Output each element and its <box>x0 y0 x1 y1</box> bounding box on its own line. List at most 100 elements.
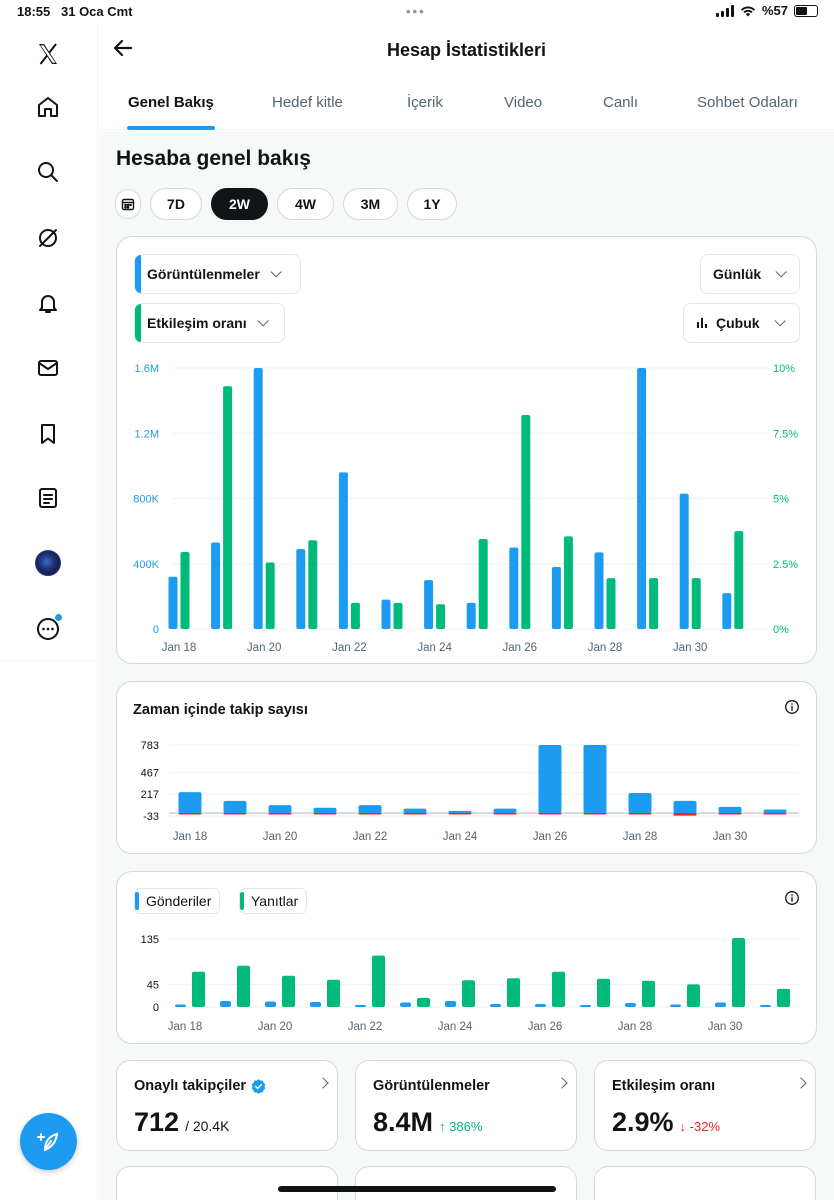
articles-icon[interactable] <box>30 480 66 516</box>
views-bar <box>211 542 221 629</box>
y-tick-label: 0 <box>153 1002 159 1014</box>
tab-live[interactable]: Canlı <box>603 94 639 111</box>
follower-loss-bar <box>358 813 382 815</box>
replies-bar <box>507 978 520 1007</box>
compose-post-button[interactable] <box>20 1113 77 1170</box>
metric2-dropdown[interactable]: Etkileşim oranı <box>134 303 285 343</box>
legend-replies[interactable]: Yanıtlar <box>239 888 308 914</box>
stat-card-verified-followers[interactable]: Onaylı takipçiler 712 / 20.4K <box>116 1060 338 1151</box>
engagement-bar <box>436 604 446 629</box>
legend-posts-label: Gönderiler <box>146 893 212 909</box>
follower-gain-bar <box>628 793 652 813</box>
views-bar <box>338 472 348 629</box>
replies-bar <box>642 980 655 1007</box>
tab-audience[interactable]: Hedef kitle <box>272 94 343 111</box>
views-bar <box>551 567 561 629</box>
interval-dropdown[interactable]: Günlük <box>700 254 800 294</box>
follower-loss-bar <box>178 813 202 815</box>
follower-gain-bar <box>358 805 382 813</box>
notifications-bell-icon[interactable] <box>30 285 66 321</box>
more-options-icon[interactable] <box>30 611 66 647</box>
follower-gain-bar <box>268 805 292 813</box>
period-4w-button[interactable]: 4W <box>277 188 334 220</box>
messages-envelope-icon[interactable] <box>30 350 66 386</box>
stat-value: 2.9% ↓ -32% <box>612 1107 720 1138</box>
y-tick-label: 45 <box>147 979 159 991</box>
battery-icon <box>794 4 818 17</box>
x-tick-label: Jan 20 <box>247 642 282 654</box>
y-tick-label: 467 <box>141 767 159 779</box>
y-left-tick-label: 1.2M <box>135 428 159 440</box>
follower-gain-bar <box>313 807 337 813</box>
follower-gain-bar <box>583 745 607 813</box>
tab-spaces[interactable]: Sohbet Odaları <box>697 94 798 111</box>
status-bar: 18:55 31 Oca Cmt ••• %57 <box>0 0 834 24</box>
legend-posts[interactable]: Gönderiler <box>134 888 221 914</box>
tab-content[interactable]: İçerik <box>407 94 443 111</box>
posts-replies-chart: 135 45 0 Jan 18 Jan 20 Jan 22 Jan 24 Jan 26 Jan … <box>141 934 799 1033</box>
views-bar <box>253 368 263 629</box>
period-3m-button[interactable]: 3M <box>343 188 398 220</box>
x-tick-label: Jan 30 <box>713 831 748 843</box>
follower-loss-bar <box>538 813 562 815</box>
back-arrow-icon[interactable] <box>109 34 137 62</box>
posts-bar <box>355 1004 366 1007</box>
home-icon[interactable] <box>30 89 66 125</box>
info-icon[interactable] <box>784 890 800 906</box>
stat-card-engagement-rate[interactable]: Etkileşim oranı 2.9% ↓ -32% <box>594 1060 816 1151</box>
stat-card-partial[interactable] <box>594 1166 816 1200</box>
period-2w-button[interactable]: 2W <box>211 188 268 220</box>
calendar-button[interactable] <box>115 189 141 219</box>
stat-label: Onaylı takipçiler <box>134 1078 266 1094</box>
engagement-bar <box>521 414 531 629</box>
engagement-bar <box>350 602 360 629</box>
engagement-bar <box>691 578 701 629</box>
sidebar <box>0 24 98 1200</box>
notification-dot <box>55 614 62 621</box>
views-bar <box>296 549 306 629</box>
section-title: Hesaba genel bakış <box>116 147 311 170</box>
page-title: Hesap İstatistikleri <box>386 40 547 60</box>
info-icon[interactable] <box>784 699 800 715</box>
period-1y-button[interactable]: 1Y <box>407 188 457 220</box>
stat-card-partial[interactable] <box>355 1166 577 1200</box>
stat-value-number: 8.4M <box>373 1107 434 1137</box>
y-left-tick-label: 1.6M <box>135 363 159 375</box>
stat-card-views[interactable]: Görüntülenmeler 8.4M ↑ 386% <box>355 1060 577 1151</box>
replies-bar <box>282 975 295 1007</box>
active-tab-indicator <box>127 126 215 130</box>
posts-bar <box>400 1002 411 1007</box>
stat-change: ↓ -32% <box>679 1119 721 1134</box>
followers-chart: 783 467 217 -33 Jan 18 Jan 20 Jan 22 Jan 24 Jan … <box>141 740 799 843</box>
battery-percent: %57 <box>761 3 788 18</box>
profile-avatar[interactable] <box>30 545 66 581</box>
engagement-bar <box>308 540 318 629</box>
x-tick-label: Jan 30 <box>708 1021 743 1033</box>
y-left-tick-label: 0 <box>153 624 159 636</box>
metric1-dropdown[interactable]: Görüntülenmeler <box>134 254 301 294</box>
chart-type-dropdown[interactable]: Çubuk <box>683 303 800 343</box>
stat-label-text: Onaylı takipçiler <box>134 1078 247 1094</box>
posts-bar <box>535 1003 546 1007</box>
stat-value: 712 / 20.4K <box>134 1107 229 1138</box>
chevron-down-icon <box>775 266 788 278</box>
x-logo-icon[interactable] <box>30 36 66 72</box>
engagement-bar <box>180 552 190 629</box>
chevron-right-icon <box>556 1077 568 1089</box>
tab-video[interactable]: Video <box>504 94 543 111</box>
sidebar-divider <box>0 660 98 661</box>
metric1-color-bar <box>135 255 141 293</box>
stat-card-partial[interactable] <box>116 1166 338 1200</box>
search-icon[interactable] <box>30 154 66 190</box>
multitask-dots[interactable]: ••• <box>406 4 426 19</box>
follower-loss-bar <box>448 813 472 815</box>
period-7d-button[interactable]: 7D <box>150 188 202 220</box>
bookmarks-icon[interactable] <box>30 416 66 452</box>
posts-bar <box>670 1004 681 1007</box>
follower-gain-bar <box>403 808 427 813</box>
grok-icon[interactable] <box>30 220 66 256</box>
posts-bar <box>265 1001 276 1007</box>
legend-replies-swatch <box>240 892 244 910</box>
stat-value-number: 2.9% <box>612 1107 674 1137</box>
tab-overview[interactable]: Genel Bakış <box>128 94 214 111</box>
